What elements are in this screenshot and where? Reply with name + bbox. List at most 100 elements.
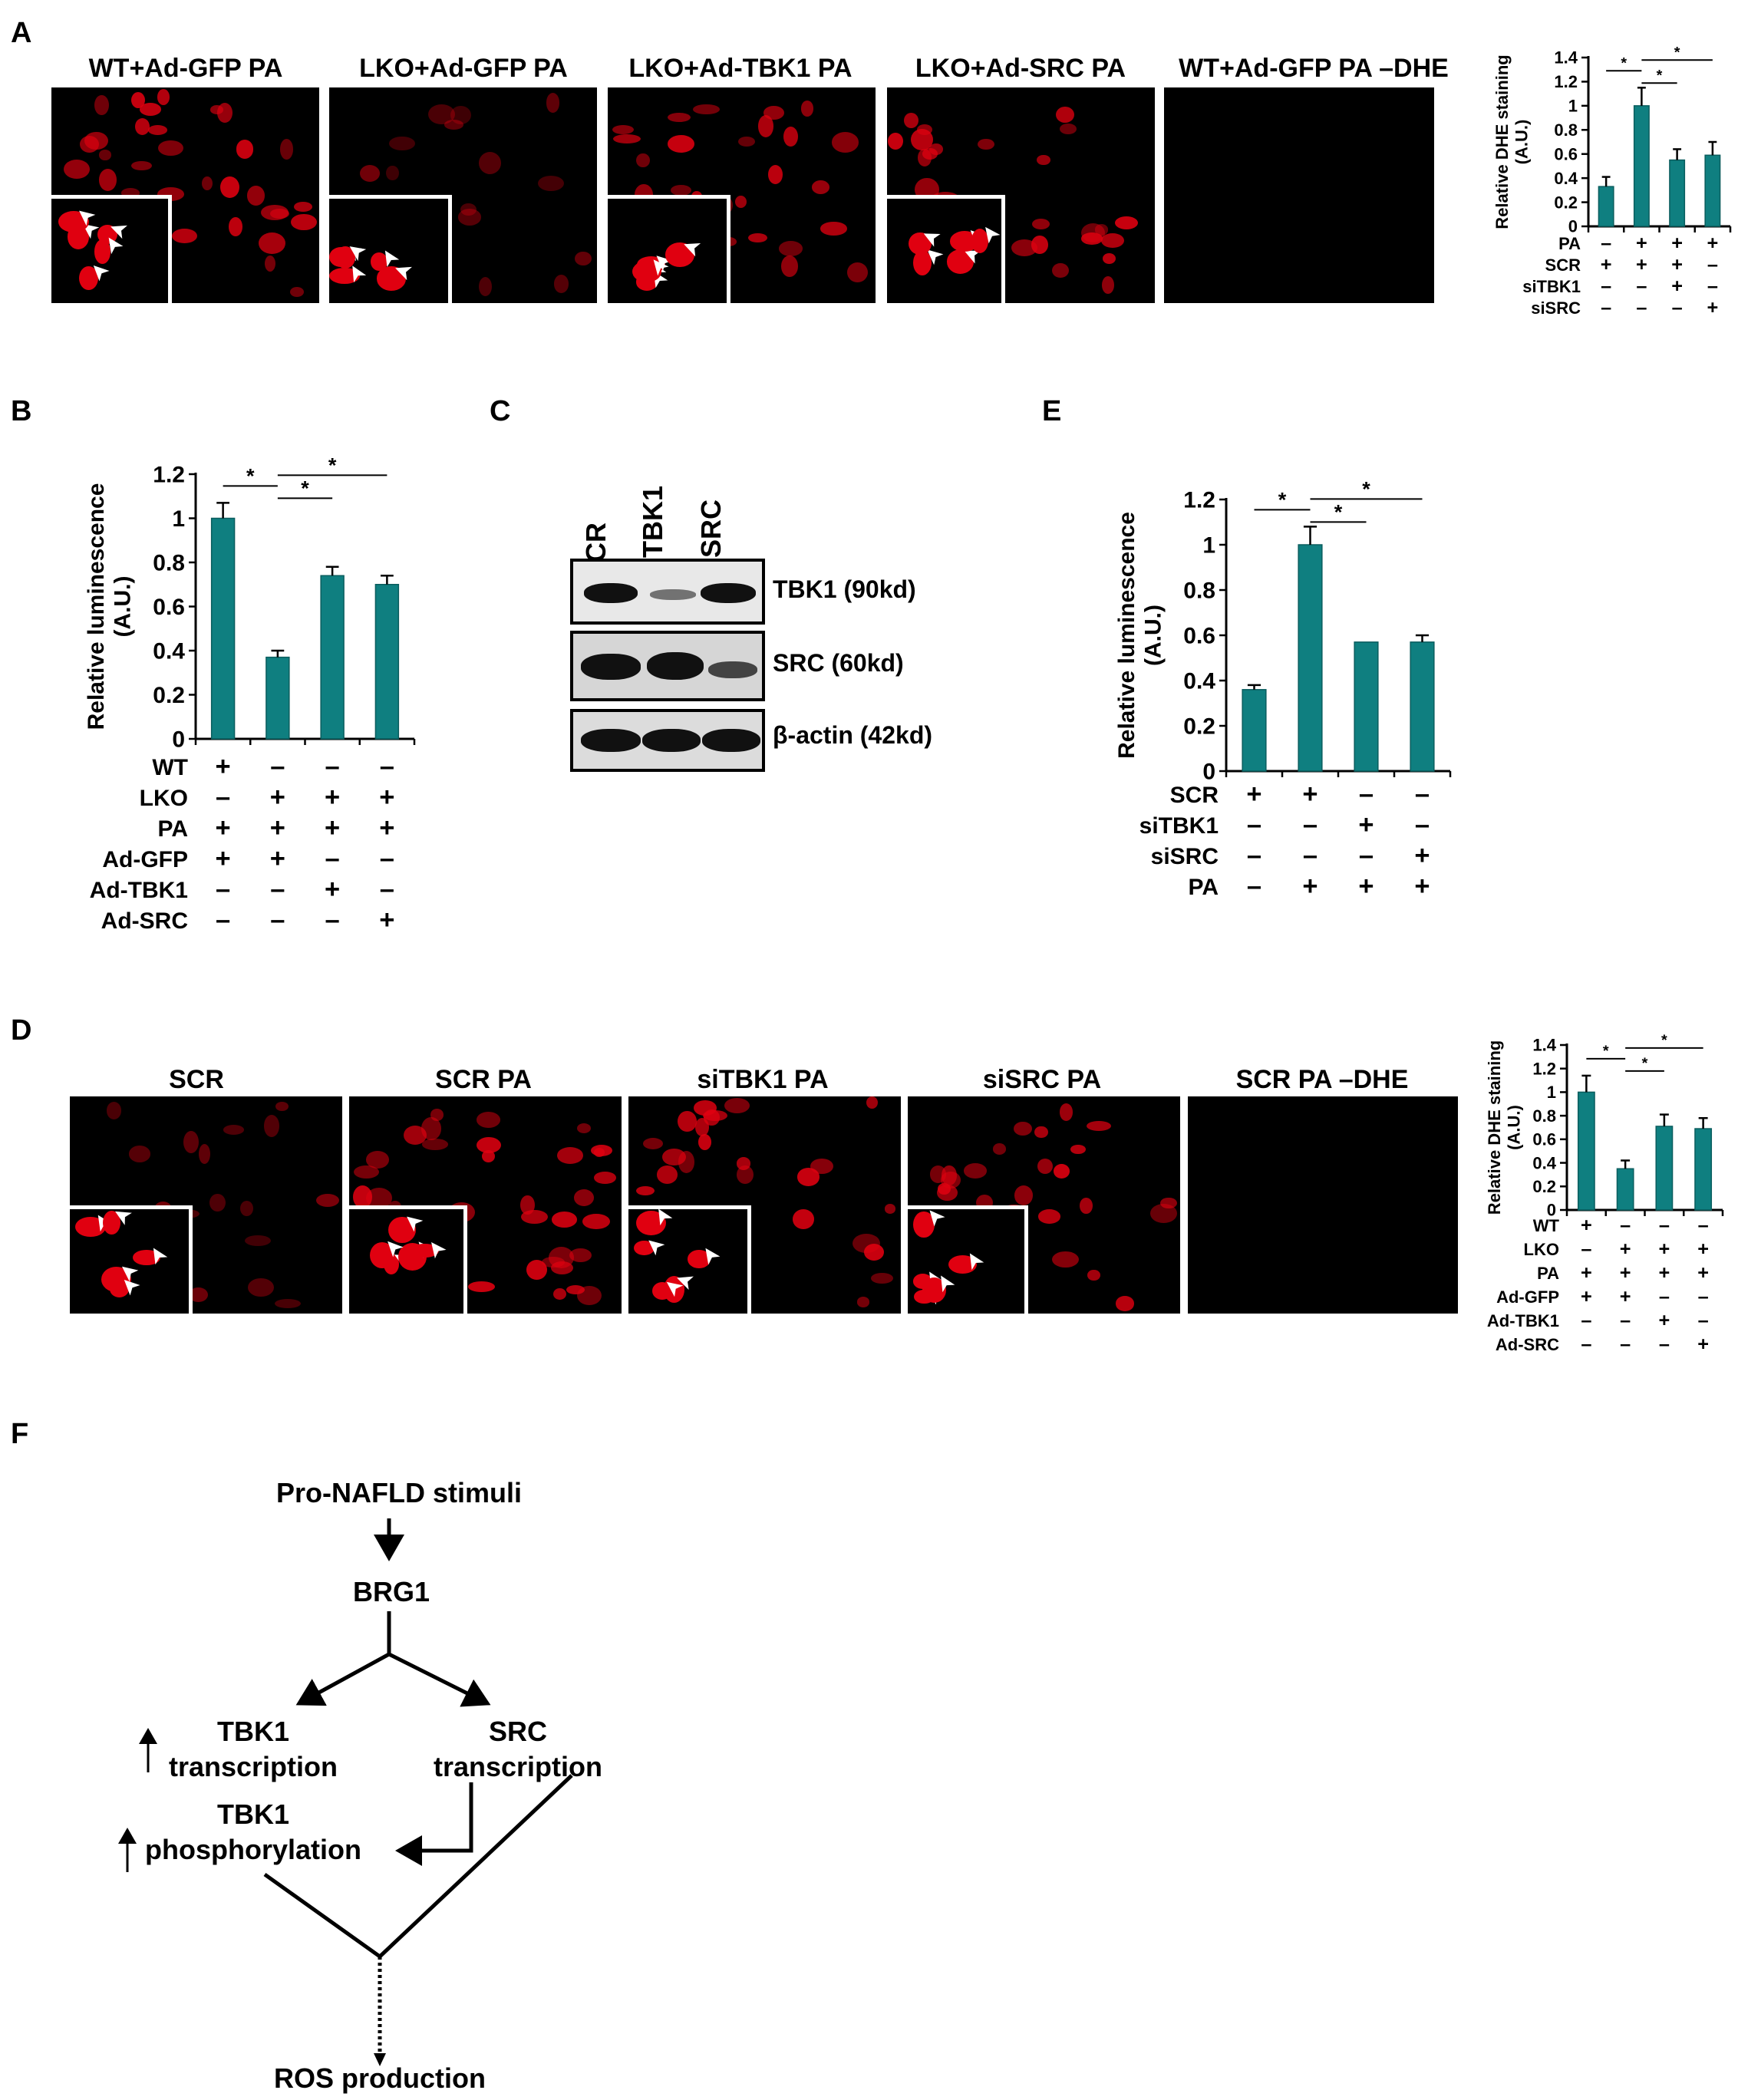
condition-sign: + [216,844,231,873]
nucleus [1031,236,1049,255]
condition-sign: + [1601,254,1612,275]
nucleus [635,1185,655,1195]
nucleus [780,255,799,278]
nucleus [1114,216,1138,230]
nucleus [698,1134,712,1151]
nucleus [688,1249,711,1268]
nucleus [172,228,198,244]
condition-label: siTBK1 [1139,813,1219,839]
nucleus [913,1211,935,1238]
condition-sign: + [216,813,231,842]
nucleus [236,140,254,159]
nucleus [457,209,482,226]
y-axis-label-line1: Relative luminescence [1114,512,1139,759]
nucleus [219,176,239,199]
nucleus [269,208,289,219]
nucleus [546,93,559,113]
arrow-icon: ➤ [678,234,704,262]
y-tick-label: 0.8 [1183,579,1215,604]
y-tick-label: 1 [1202,533,1215,559]
condition-sign: + [270,813,285,842]
node-src-transcription-1: SRC [488,1716,547,1747]
nucleus [591,1144,613,1157]
bar [1598,186,1614,227]
nucleus [1014,1185,1034,1206]
nucleus [783,127,798,147]
condition-sign: – [1359,841,1374,870]
nucleus [736,1157,751,1170]
nucleus [612,125,635,135]
y-axis-label-line1: Relative luminescence [84,483,109,730]
y-tick-label: 0.6 [153,595,185,620]
condition-sign: + [1671,254,1683,275]
condition-sign: – [1659,1334,1670,1355]
nucleus [244,1235,272,1247]
nucleus [198,1143,210,1164]
nucleus [871,1272,894,1284]
nucleus [678,1111,697,1132]
nucleus [929,143,944,156]
nucleus [734,195,747,209]
nucleus [279,139,293,160]
nucleus [468,1281,496,1292]
condition-sign: – [1601,275,1611,297]
significance-star: * [301,476,309,499]
nucleus [58,211,89,233]
condition-label: Ad-SRC [1496,1335,1559,1354]
condition-label: WT [152,755,188,780]
nucleus [1011,239,1038,256]
y-axis-label-line2: (A.U.) [1504,1105,1523,1150]
micrograph-no-dhe [1164,87,1434,303]
nucleus [737,136,756,147]
nucleus [94,94,109,116]
panel-label-f: F [11,1418,29,1450]
nucleus [482,1150,496,1163]
nucleus [661,1148,686,1166]
nucleus [410,1244,440,1258]
y-tick-label: 0.2 [153,683,185,708]
condition-label: siTBK1 [1522,277,1581,296]
bar [1410,641,1435,772]
nucleus [778,241,803,256]
node-brg1: BRG1 [352,1576,430,1607]
bar [320,575,345,740]
condition-label: PA [1537,1264,1559,1283]
nucleus [263,1115,280,1138]
y-tick-label: 1.2 [153,463,185,488]
condition-sign: + [1414,872,1430,901]
nucleus [202,176,213,191]
condition-sign: + [1658,1238,1670,1260]
node-tbk1-phosphorylation-1: TBK1 [216,1798,289,1830]
condition-sign: – [1636,275,1647,297]
condition-sign: – [216,783,230,812]
condition-sign: – [1698,1215,1709,1236]
condition-label: Ad-TBK1 [1487,1311,1559,1330]
nucleus [1059,1103,1073,1122]
condition-sign: – [1415,780,1430,809]
bar [1298,544,1323,772]
nucleus [134,117,150,135]
nucleus [189,1287,208,1302]
nucleus [613,134,641,144]
schematic-arrows [118,1518,573,2066]
nucleus [866,1096,878,1109]
bar [1577,1091,1595,1211]
nucleus [247,186,265,206]
bar [1669,159,1686,227]
y-axis-label: Relative DHE staining (A.U.) [1492,54,1531,229]
nucleus [157,89,170,105]
panel-a-title-1: WT+Ad-GFP PA [88,54,283,83]
y-tick-label: 0 [1547,1201,1556,1220]
condition-label: WT [1533,1216,1560,1235]
nucleus [223,1125,244,1135]
significance-star: * [328,453,337,476]
bar [1616,1168,1634,1211]
nucleus [820,222,848,236]
nucleus [389,137,415,151]
micrograph-lko-src-pa: ➤➤➤➤➤ [887,87,1155,303]
nucleus [884,1204,896,1214]
y-tick-label: 1.2 [1183,488,1215,513]
y-axis-label: Relative luminescence (A.U.) [1114,512,1166,759]
nucleus [812,180,830,194]
condition-label: SCR [1545,255,1581,275]
